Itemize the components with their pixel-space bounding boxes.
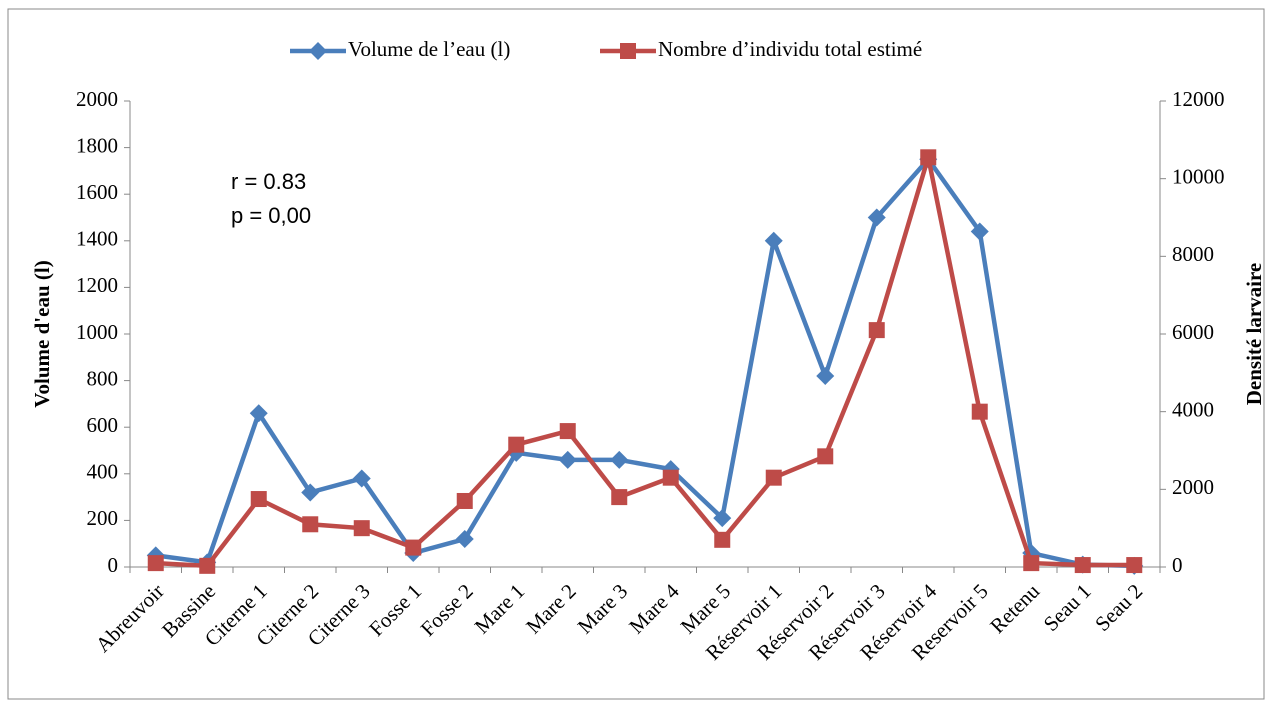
x-tick-label: Mare 3 [573, 579, 632, 638]
x-tick-label: Abreuvoir [91, 579, 169, 657]
x-tick-label: Mare 4 [624, 579, 684, 639]
point [558, 450, 577, 469]
y2-tick-label: 4000 [1172, 397, 1214, 421]
point [353, 520, 370, 537]
x-tick-label: Fosse 2 [416, 579, 478, 641]
point [816, 366, 835, 385]
point [455, 530, 474, 549]
point [302, 516, 319, 533]
y2-tick-label: 8000 [1172, 242, 1214, 266]
y-axis-label: Volume d'eau (l) [30, 260, 54, 407]
point [405, 539, 422, 556]
y-tick-label: 1600 [76, 180, 118, 204]
point [456, 492, 473, 509]
point [868, 322, 885, 339]
x-tick-label: Mare 1 [470, 579, 529, 638]
point [1023, 555, 1040, 572]
y2-tick-label: 10000 [1172, 164, 1225, 188]
y-tick-label: 400 [87, 460, 119, 484]
point [764, 231, 783, 250]
point [352, 469, 371, 488]
series-line [155, 155, 1135, 569]
point [920, 149, 937, 166]
y-tick-label: 1000 [76, 320, 118, 344]
point [1126, 557, 1143, 574]
point [199, 557, 216, 574]
x-tick-label: Seau 1 [1039, 579, 1096, 636]
y-tick-label: 800 [87, 366, 119, 390]
point [610, 450, 629, 469]
chart-border [7, 8, 1265, 700]
point [714, 531, 731, 548]
point [508, 436, 525, 453]
x-tick-label: Seau 2 [1090, 579, 1147, 636]
y-tick-label: 1800 [76, 133, 118, 157]
point [1074, 557, 1091, 574]
point [970, 222, 989, 241]
point [867, 208, 886, 227]
point [620, 43, 636, 59]
x-tick-label: Retenu [985, 579, 1044, 638]
point [309, 42, 327, 60]
y-tick-label: 1200 [76, 273, 118, 297]
annotation: p = 0,00 [231, 203, 311, 228]
point [611, 489, 628, 506]
point [301, 483, 320, 502]
point [662, 469, 679, 486]
y-tick-label: 1400 [76, 227, 118, 251]
point [713, 509, 732, 528]
series-line [155, 156, 1135, 569]
point [250, 491, 267, 508]
legend-label: Volume de l’eau (l) [348, 37, 510, 61]
y2-tick-label: 0 [1172, 553, 1183, 577]
x-tick-label: Mare 2 [521, 579, 580, 638]
x-tick-label: Fosse 1 [364, 579, 426, 641]
y2-tick-label: 6000 [1172, 320, 1214, 344]
legend-label: Nombre d’individu total estimé [658, 37, 922, 61]
y2-tick-label: 2000 [1172, 475, 1214, 499]
point [147, 555, 164, 572]
point [817, 448, 834, 465]
y2-tick-label: 12000 [1172, 87, 1225, 111]
point [971, 403, 988, 420]
y-tick-label: 600 [87, 413, 119, 437]
y2-axis-label: Densité larvaire [1242, 263, 1266, 406]
point [765, 469, 782, 486]
y-tick-label: 2000 [76, 87, 118, 111]
point [559, 423, 576, 440]
point [249, 404, 268, 423]
y-tick-label: 0 [108, 553, 119, 577]
annotation: r = 0.83 [231, 169, 306, 194]
y-tick-label: 200 [87, 506, 119, 530]
